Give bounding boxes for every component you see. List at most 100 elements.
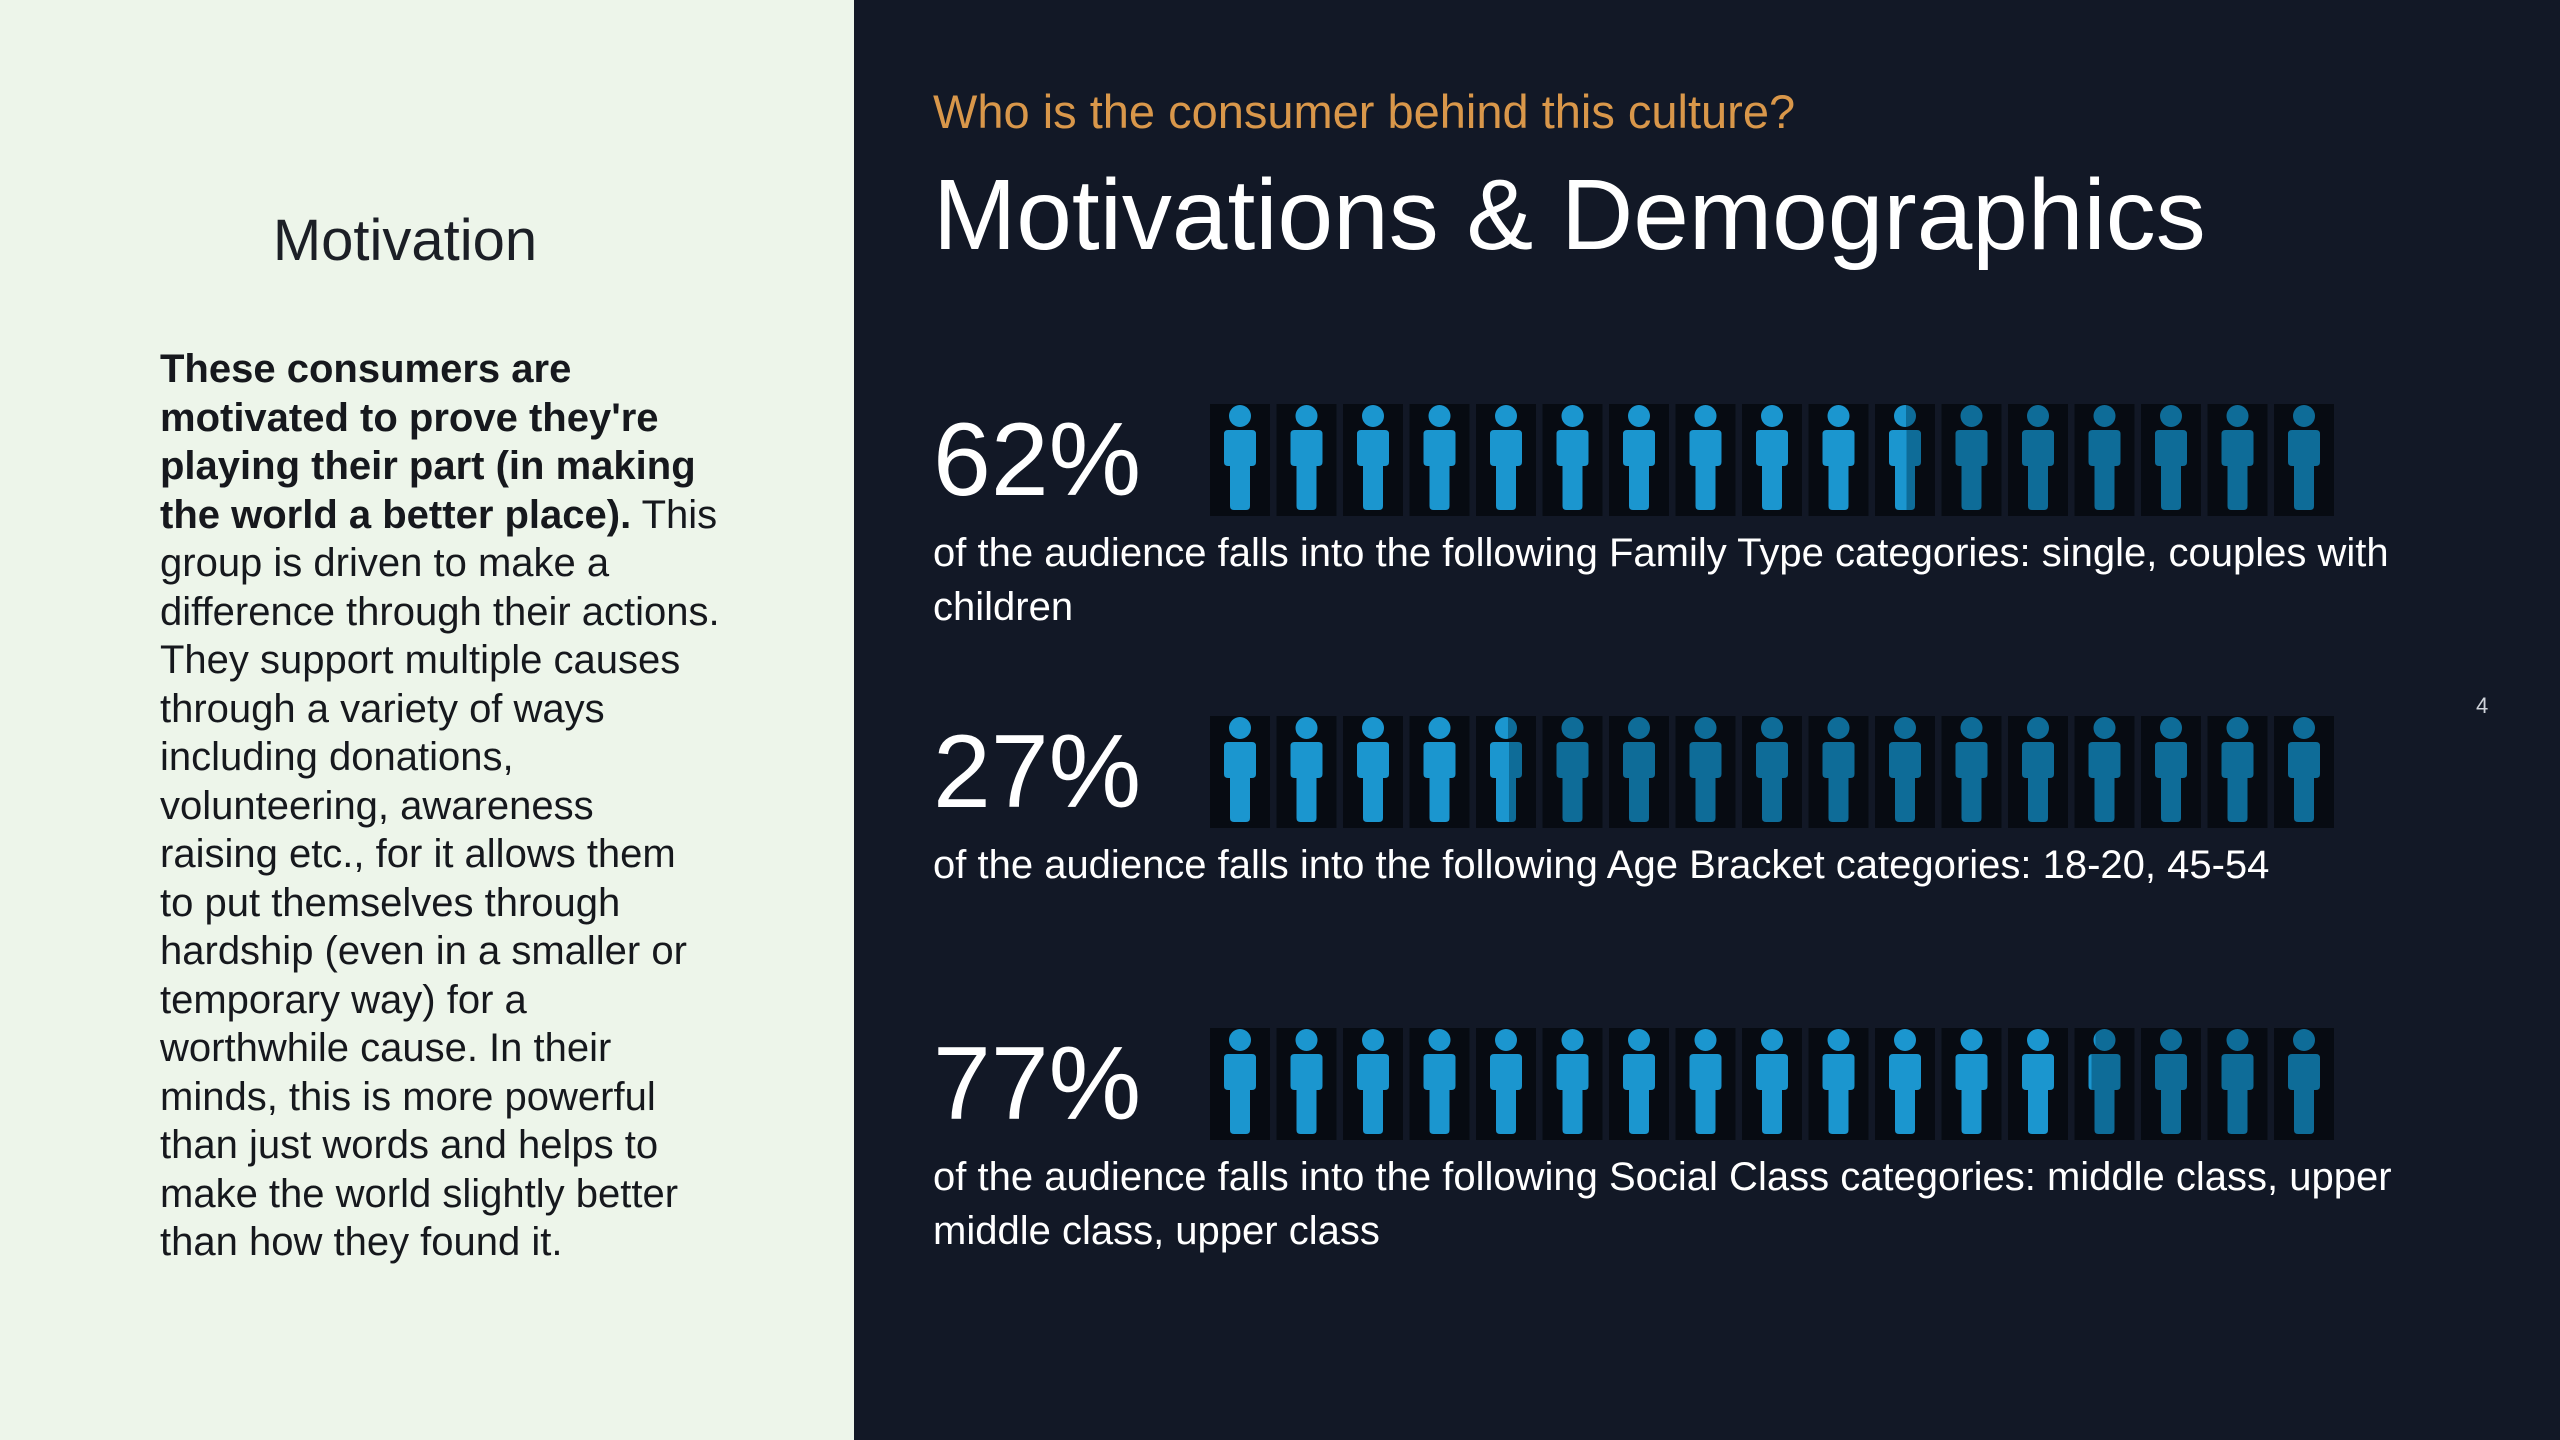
person-body bbox=[1224, 742, 1256, 822]
slide-title: Motivations & Demographics bbox=[933, 159, 2206, 271]
person-head bbox=[1229, 405, 1251, 427]
person-icon bbox=[1210, 1028, 1270, 1140]
person-head bbox=[1761, 405, 1783, 427]
person-body bbox=[2088, 430, 2121, 510]
person-icon bbox=[1941, 1028, 2002, 1140]
person-head bbox=[2093, 1029, 2116, 1051]
person-body bbox=[1822, 430, 1855, 510]
person-icon bbox=[1542, 404, 1603, 516]
person-icon bbox=[2274, 1028, 2334, 1140]
person-icon bbox=[1742, 716, 1802, 828]
person-pictograph bbox=[1210, 1028, 2334, 1140]
person-body bbox=[1756, 1054, 1788, 1134]
section-heading: Motivation bbox=[272, 208, 538, 273]
person-icon bbox=[2141, 1028, 2201, 1140]
person-head bbox=[1827, 405, 1850, 427]
person-head bbox=[2226, 717, 2249, 739]
person-head bbox=[1628, 717, 1650, 739]
person-head bbox=[1827, 717, 1850, 739]
motivation-bold-text: These consumers are motivated to prove t… bbox=[160, 347, 696, 537]
person-head bbox=[1428, 717, 1451, 739]
person-head bbox=[1362, 717, 1384, 739]
left-panel: Motivation These consumers are motivated… bbox=[0, 0, 854, 1440]
person-head bbox=[1960, 1029, 1983, 1051]
person-icon bbox=[1343, 716, 1403, 828]
person-head bbox=[1960, 405, 1983, 427]
person-head bbox=[2027, 717, 2049, 739]
person-head bbox=[1428, 1029, 1451, 1051]
person-head bbox=[1894, 717, 1916, 739]
person-icon bbox=[1409, 404, 1470, 516]
person-body bbox=[1822, 742, 1855, 822]
person-head bbox=[1827, 1029, 1850, 1051]
person-body bbox=[1822, 1054, 1855, 1134]
stat-percent: 62% bbox=[933, 402, 1142, 518]
person-head bbox=[2293, 717, 2315, 739]
person-body bbox=[1224, 430, 1256, 510]
person-body bbox=[2288, 742, 2320, 822]
person-head bbox=[2027, 405, 2049, 427]
person-icon bbox=[1542, 716, 1603, 828]
person-icon bbox=[1808, 1028, 1869, 1140]
person-head bbox=[1561, 1029, 1584, 1051]
person-head bbox=[1295, 717, 1318, 739]
person-head bbox=[1894, 1029, 1916, 1051]
person-body bbox=[1756, 430, 1788, 510]
person-icon bbox=[1941, 404, 2002, 516]
person-body bbox=[1955, 1054, 1988, 1134]
person-head bbox=[1295, 1029, 1318, 1051]
person-icon bbox=[1675, 404, 1736, 516]
person-head bbox=[2293, 405, 2315, 427]
person-icon bbox=[1409, 1028, 1470, 1140]
person-head bbox=[2160, 717, 2182, 739]
person-body bbox=[2022, 1054, 2054, 1134]
person-icon bbox=[1609, 1028, 1669, 1140]
person-icon bbox=[1343, 1028, 1403, 1140]
person-body bbox=[1689, 430, 1722, 510]
person-head bbox=[2160, 405, 2182, 427]
person-head bbox=[1628, 1029, 1650, 1051]
person-body bbox=[2288, 1054, 2320, 1134]
person-icon bbox=[1476, 716, 1536, 828]
person-body bbox=[1623, 1054, 1655, 1134]
person-icon bbox=[2074, 404, 2135, 516]
person-body bbox=[1357, 430, 1389, 510]
person-pictograph bbox=[1210, 404, 2334, 516]
stat-caption: of the audience falls into the following… bbox=[933, 531, 2389, 629]
person-icon bbox=[1343, 404, 1403, 516]
person-body bbox=[1490, 1054, 1522, 1134]
person-icon bbox=[2207, 404, 2268, 516]
person-head bbox=[1694, 717, 1717, 739]
person-icon bbox=[1742, 1028, 1802, 1140]
person-icon bbox=[1875, 1028, 1935, 1140]
person-body bbox=[2022, 430, 2054, 510]
person-head bbox=[2293, 1029, 2315, 1051]
person-body bbox=[1689, 1054, 1722, 1134]
person-body bbox=[1490, 430, 1522, 510]
person-body bbox=[1556, 742, 1589, 822]
person-head bbox=[1561, 717, 1584, 739]
person-icon bbox=[1276, 1028, 1337, 1140]
person-head bbox=[2093, 405, 2116, 427]
person-body bbox=[1889, 430, 1921, 510]
person-head bbox=[2160, 1029, 2182, 1051]
person-icon bbox=[2274, 716, 2334, 828]
person-icon bbox=[1542, 1028, 1603, 1140]
person-body bbox=[1290, 430, 1323, 510]
person-head bbox=[1295, 405, 1318, 427]
person-icon bbox=[1276, 404, 1337, 516]
person-body bbox=[2155, 742, 2187, 822]
person-body bbox=[1290, 742, 1323, 822]
person-head bbox=[1694, 1029, 1717, 1051]
person-head bbox=[1495, 1029, 1517, 1051]
person-icon bbox=[1808, 404, 1869, 516]
person-icon bbox=[2141, 404, 2201, 516]
person-body bbox=[1357, 742, 1389, 822]
stat-caption: of the audience falls into the following… bbox=[933, 843, 2270, 887]
person-head bbox=[1761, 1029, 1783, 1051]
person-icon bbox=[1675, 716, 1736, 828]
person-body bbox=[1955, 430, 1988, 510]
stat-caption: of the audience falls into the following… bbox=[933, 1155, 2392, 1253]
person-icon bbox=[1609, 716, 1669, 828]
stat-percent: 27% bbox=[933, 714, 1142, 830]
